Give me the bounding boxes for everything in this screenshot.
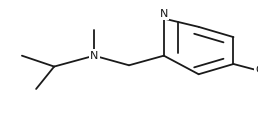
Text: Cl: Cl — [255, 65, 258, 75]
Text: N: N — [90, 51, 98, 61]
Text: N: N — [160, 9, 168, 19]
